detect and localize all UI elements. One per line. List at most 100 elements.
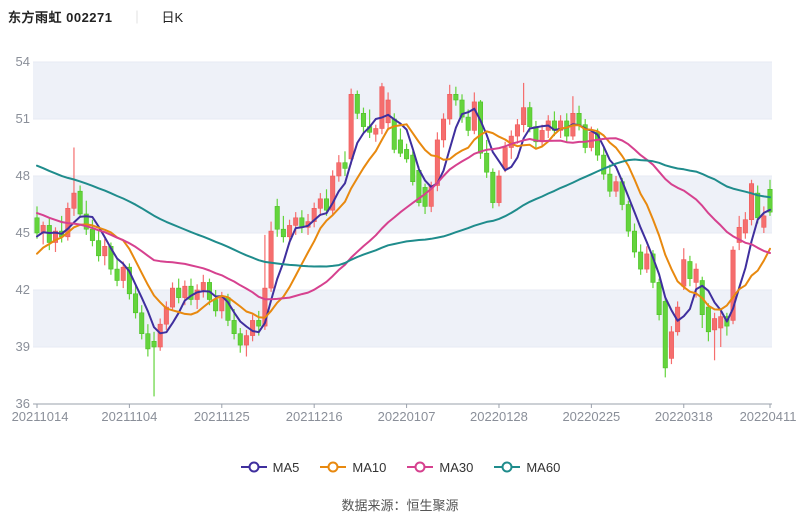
candle-body [656, 282, 662, 315]
data-source-note: 数据来源：恒生聚源 [341, 498, 459, 513]
candle-body [89, 228, 95, 241]
candle-body [182, 285, 188, 298]
candle-body [644, 253, 650, 270]
candle-body [447, 94, 453, 120]
svg-text:54: 54 [16, 54, 30, 69]
candle-body [157, 323, 163, 348]
candle-body [96, 240, 102, 257]
candle-body [250, 320, 256, 336]
candle-body [527, 107, 533, 127]
candle-body [373, 128, 379, 135]
candle-body [120, 266, 126, 281]
candle-body [77, 190, 83, 215]
candle-body [354, 94, 360, 114]
candle-body [718, 316, 724, 329]
candle-body [317, 198, 323, 209]
candle-body [471, 101, 477, 131]
chart-header: 东方雨虹 002271 ｜ 日K [8, 6, 183, 26]
ma-line-ma5 [36, 107, 771, 335]
candle-body [428, 185, 434, 207]
candle-body [311, 208, 317, 222]
candle-body [558, 120, 564, 131]
candle-body [749, 183, 755, 221]
candlesticks [34, 82, 773, 397]
svg-text:20220411: 20220411 [740, 409, 797, 424]
candle-body [502, 147, 508, 169]
candle-body [194, 289, 200, 300]
candle-body [453, 94, 459, 101]
candle-body [705, 306, 711, 333]
candle-body [379, 86, 385, 129]
ma-line-ma60 [36, 158, 771, 268]
candle-body [730, 249, 736, 321]
candle-body [342, 162, 348, 169]
svg-text:39: 39 [16, 339, 30, 354]
candle-body [262, 287, 268, 327]
legend-marker-ma60 [494, 461, 521, 473]
legend-label: MA60 [526, 459, 561, 475]
candle-body [231, 320, 237, 334]
svg-text:20211216: 20211216 [286, 409, 343, 424]
candle-body [607, 173, 613, 192]
candle-body [237, 333, 243, 346]
candle-body [712, 318, 718, 331]
candle-body [687, 261, 693, 279]
legend-label: MA10 [352, 459, 387, 475]
candle-body [496, 175, 502, 203]
svg-text:20220318: 20220318 [655, 409, 713, 424]
ma-line-ma10 [36, 123, 771, 319]
candle-body [102, 246, 108, 257]
candle-body [268, 230, 274, 289]
candle-body [360, 113, 366, 127]
candle-body [662, 301, 668, 369]
candle-body [650, 253, 656, 283]
candle-body [188, 285, 194, 300]
legend-marker-ma30 [407, 461, 434, 473]
legend-label: MA30 [439, 459, 474, 475]
candle-body [410, 154, 416, 183]
svg-text:20220107: 20220107 [378, 409, 436, 424]
candle-body [601, 154, 607, 175]
svg-text:20211104: 20211104 [101, 409, 157, 424]
candle-body [767, 189, 773, 213]
candle-body [681, 259, 687, 287]
candle-body [397, 139, 403, 154]
period-tab-daily-k[interactable]: 日K [161, 9, 184, 25]
candle-body [213, 299, 219, 312]
candle-body [145, 333, 151, 350]
candle-body [459, 99, 465, 118]
candle-body [755, 192, 761, 219]
candle-body [293, 217, 299, 226]
candle-body [693, 268, 699, 283]
candle-body [477, 101, 483, 154]
legend-item-ma5[interactable]: MA5 [240, 460, 299, 475]
legend-item-ma30[interactable]: MA30 [406, 460, 473, 475]
plot-bands [33, 62, 772, 347]
legend-item-ma10[interactable]: MA10 [319, 460, 386, 475]
candle-body [514, 124, 520, 137]
candle-body [521, 107, 527, 125]
svg-text:36: 36 [16, 396, 30, 411]
candle-body [324, 198, 330, 211]
candle-body [151, 340, 157, 348]
candle-body [133, 293, 139, 314]
candle-body [742, 219, 748, 234]
candle-body [638, 251, 644, 270]
candle-body [576, 113, 582, 126]
candle-body [219, 297, 225, 312]
legend-marker-ma10 [320, 461, 347, 473]
candle-body [114, 268, 120, 281]
candle-body [465, 116, 471, 131]
candle-body [490, 171, 496, 203]
candle-body [176, 287, 182, 298]
candle-body [668, 331, 674, 359]
candle-body [274, 206, 280, 230]
candle-body [299, 217, 305, 228]
candle-body [243, 335, 249, 346]
legend-item-ma60[interactable]: MA60 [493, 460, 560, 475]
y-axis-labels: 54 51 48 45 42 39 36 [16, 54, 30, 411]
candle-body [83, 213, 89, 230]
candle-body [761, 215, 767, 228]
candle-body [200, 282, 206, 291]
